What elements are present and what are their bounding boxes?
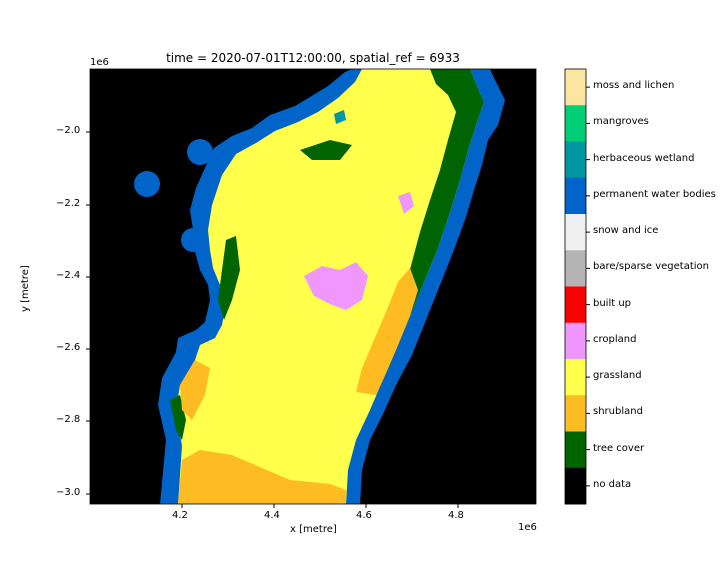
y-scale-label: 1e6 — [90, 57, 109, 68]
colorbar-label: tree cover — [593, 442, 645, 454]
y-tick-label: −3.0 — [56, 487, 81, 498]
shrubland-southwest — [180, 360, 210, 420]
y-tick-label: −2.4 — [56, 270, 81, 281]
y-tick-label: −2.0 — [56, 125, 81, 136]
map-raster — [90, 69, 536, 504]
y-axis-label: y [metre] — [20, 265, 31, 312]
y-tick-label: −2.8 — [56, 414, 81, 425]
colorbar-swatch — [565, 214, 586, 251]
x-axis-ticks — [181, 504, 459, 508]
colorbar-swatch — [565, 105, 586, 142]
colorbar-label: cropland — [593, 333, 637, 345]
colorbar-label: built up — [593, 297, 632, 309]
colorbar-label: shrubland — [593, 406, 643, 418]
colorbar-label: grassland — [593, 370, 642, 382]
x-tick-label: 4.6 — [356, 510, 372, 521]
shrubland-east — [356, 268, 418, 395]
plot-frame — [89, 68, 537, 505]
y-tick-label: −2.2 — [56, 198, 81, 209]
map-title: time = 2020-07-01T12:00:00, spatial_ref … — [166, 51, 460, 65]
colorbar-label: snow and ice — [593, 225, 659, 237]
herbaceous-wetland — [334, 110, 346, 124]
x-tick-label: 4.2 — [172, 510, 188, 521]
cropland-highlands — [304, 262, 368, 310]
colorbar-swatch — [565, 69, 586, 106]
colorbar-label: moss and lichen — [593, 80, 675, 92]
colorbar-swatch — [565, 359, 586, 396]
colorbar-swatch — [565, 286, 586, 324]
colorbar-label: permanent water bodies — [593, 188, 716, 200]
colorbar-swatch — [565, 250, 586, 287]
x-scale-label: 1e6 — [518, 522, 537, 533]
y-tick-label: −2.6 — [56, 342, 81, 353]
colorbar-swatch — [565, 431, 586, 469]
colorbar-swatch — [565, 395, 586, 432]
colorbar-label: bare/sparse vegetation — [593, 261, 710, 273]
colorbar-label: mangroves — [593, 116, 649, 128]
x-axis-label: x [metre] — [290, 524, 337, 535]
x-tick-label: 4.4 — [264, 510, 280, 521]
colorbar-swatch — [565, 467, 586, 505]
colorbar-swatch — [565, 141, 586, 179]
cropland-north — [398, 192, 414, 214]
y-axis-ticks — [86, 131, 90, 495]
colorbar-frame — [564, 68, 587, 505]
colorbar-label: herbaceous wetland — [593, 152, 695, 164]
colorbar-swatch — [565, 177, 586, 215]
x-tick-label: 4.8 — [448, 510, 464, 521]
colorbar-label: no data — [593, 478, 632, 490]
shrubland-south — [178, 450, 346, 504]
colorbar — [564, 68, 590, 505]
colorbar-swatch — [565, 322, 586, 360]
